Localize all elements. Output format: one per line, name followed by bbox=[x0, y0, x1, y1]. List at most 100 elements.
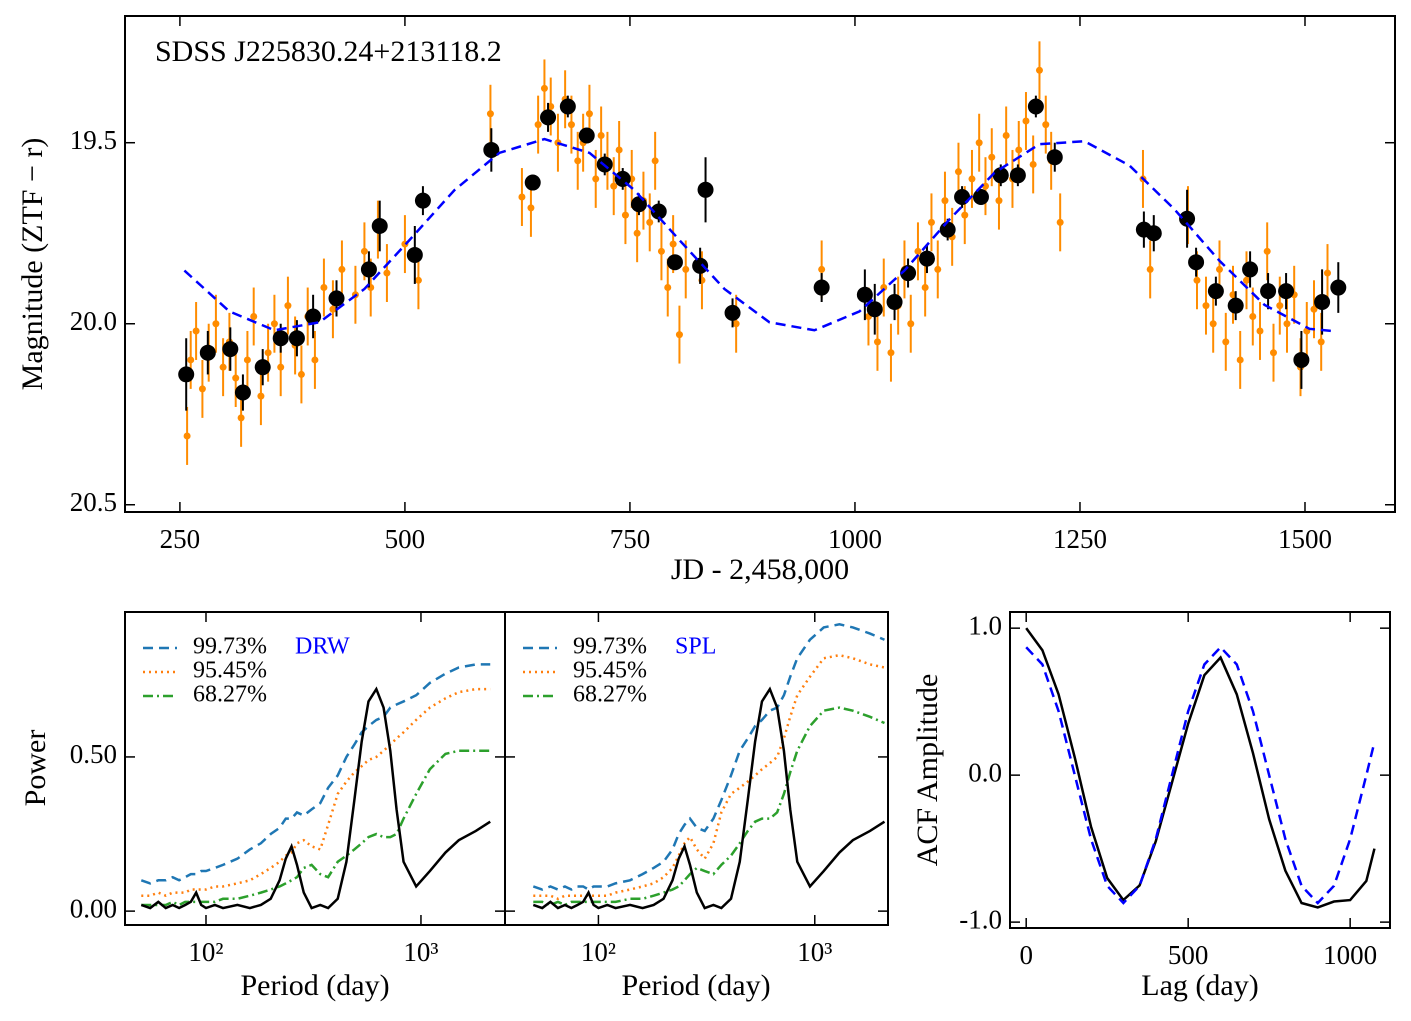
data-point bbox=[486, 110, 494, 118]
y-tick-label: 20.0 bbox=[70, 306, 117, 336]
data-point bbox=[597, 131, 605, 139]
data-point bbox=[1179, 210, 1196, 227]
data-point bbox=[183, 432, 191, 440]
data-point bbox=[1015, 146, 1023, 154]
data-point bbox=[1310, 305, 1318, 313]
data-point bbox=[921, 284, 929, 292]
data-point bbox=[1260, 283, 1277, 300]
data-point bbox=[732, 320, 740, 328]
data-point bbox=[1035, 66, 1043, 74]
data-point bbox=[414, 276, 422, 284]
annotation: DRW bbox=[295, 634, 350, 660]
x-tick-label: 10³ bbox=[797, 937, 832, 967]
y-axis-label: ACF Amplitude bbox=[911, 674, 944, 867]
data-point bbox=[187, 356, 195, 364]
annotation: SPL bbox=[675, 634, 716, 660]
y-tick-label: 20.5 bbox=[70, 487, 117, 517]
data-point bbox=[1278, 283, 1295, 300]
data-point bbox=[284, 302, 292, 310]
data-point bbox=[1056, 218, 1064, 226]
series-line bbox=[533, 706, 885, 907]
data-point bbox=[254, 359, 271, 376]
data-point bbox=[1022, 117, 1030, 125]
data-point bbox=[574, 157, 582, 165]
data-point bbox=[178, 366, 195, 383]
data-point bbox=[1317, 338, 1325, 346]
data-point bbox=[697, 181, 714, 198]
legend-label: 68.27% bbox=[573, 682, 647, 708]
data-point bbox=[856, 286, 873, 303]
data-point bbox=[527, 204, 535, 212]
data-point bbox=[1146, 265, 1154, 273]
data-point bbox=[198, 385, 206, 393]
data-point bbox=[692, 257, 709, 274]
data-point bbox=[873, 338, 881, 346]
data-point bbox=[329, 305, 337, 313]
data-point bbox=[250, 312, 258, 320]
data-point bbox=[1209, 320, 1217, 328]
axes-frame bbox=[1009, 611, 1391, 929]
data-point bbox=[272, 330, 289, 347]
data-point bbox=[1188, 254, 1205, 271]
data-point bbox=[939, 221, 956, 238]
data-point bbox=[524, 174, 541, 191]
data-point bbox=[1293, 351, 1310, 368]
x-tick-label: 1250 bbox=[1053, 524, 1107, 554]
data-point bbox=[219, 363, 227, 371]
data-point bbox=[914, 247, 922, 255]
data-point bbox=[1046, 149, 1063, 166]
data-point bbox=[567, 121, 575, 129]
data-point bbox=[887, 349, 895, 357]
data-point bbox=[192, 327, 200, 335]
data-point bbox=[650, 203, 667, 220]
data-point bbox=[1236, 356, 1244, 364]
data-point bbox=[483, 141, 500, 158]
data-point bbox=[1207, 283, 1224, 300]
y-tick-label: 0.00 bbox=[70, 893, 117, 923]
data-point bbox=[1042, 121, 1050, 129]
data-point bbox=[630, 196, 647, 213]
series-line bbox=[140, 663, 491, 885]
x-tick-label: 1000 bbox=[1323, 940, 1377, 970]
legend-label: 99.73% bbox=[573, 634, 647, 660]
y-tick-label: 19.5 bbox=[70, 125, 117, 155]
legend-label: 95.45% bbox=[573, 658, 647, 684]
data-point bbox=[1145, 225, 1162, 242]
data-point bbox=[975, 139, 983, 147]
data-point bbox=[1256, 327, 1264, 335]
series-line bbox=[532, 623, 885, 891]
data-point bbox=[234, 384, 251, 401]
data-point bbox=[518, 193, 526, 201]
x-tick-label: 1500 bbox=[1278, 524, 1332, 554]
data-point bbox=[813, 279, 830, 296]
plot-area bbox=[178, 41, 1347, 465]
data-point bbox=[657, 247, 665, 255]
data-point bbox=[406, 246, 423, 263]
data-point bbox=[243, 356, 251, 364]
y-tick-label: 0.50 bbox=[70, 739, 117, 769]
data-point bbox=[305, 308, 322, 325]
x-tick-label: 10² bbox=[581, 937, 616, 967]
plot-area bbox=[140, 663, 491, 910]
data-point bbox=[592, 175, 600, 183]
data-point bbox=[941, 197, 949, 205]
data-point bbox=[981, 182, 989, 190]
data-point bbox=[414, 192, 431, 209]
data-point bbox=[540, 84, 548, 92]
data-point bbox=[992, 167, 1009, 184]
data-point bbox=[371, 217, 388, 234]
data-point bbox=[669, 240, 677, 248]
y-axis-label: Magnitude (ZTF − r) bbox=[16, 138, 49, 391]
data-point bbox=[972, 189, 989, 206]
data-point bbox=[633, 229, 641, 237]
data-point bbox=[621, 211, 629, 219]
data-point bbox=[615, 146, 623, 154]
data-point bbox=[1029, 160, 1037, 168]
data-point bbox=[646, 218, 654, 226]
data-point bbox=[1269, 349, 1277, 357]
data-point bbox=[900, 265, 917, 282]
y-axis-label: Power bbox=[19, 730, 52, 807]
data-point bbox=[237, 414, 245, 422]
series-line bbox=[141, 749, 491, 907]
